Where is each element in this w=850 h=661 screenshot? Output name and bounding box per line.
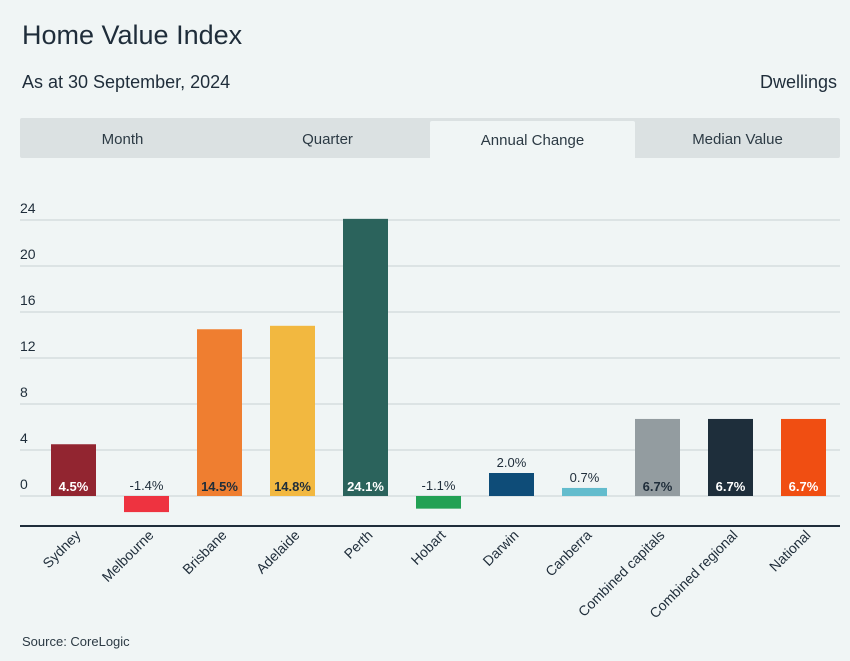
x-tick-label: Perth (341, 527, 376, 562)
y-tick-label: 0 (20, 476, 28, 492)
data-label: 2.0% (497, 455, 527, 470)
data-label: 6.7% (643, 479, 673, 494)
y-tick-label: 24 (20, 200, 36, 216)
as-at-date: As at 30 September, 2024 (22, 72, 231, 92)
x-tick-label: Adelaide (253, 527, 303, 577)
segment-label: Dwellings (759, 72, 837, 92)
data-label: 4.5% (59, 479, 89, 494)
bar (562, 487, 607, 496)
bar (343, 218, 388, 496)
x-tick-label: Canberra (542, 527, 595, 580)
data-label: 0.7% (570, 470, 600, 485)
data-label: 6.7% (716, 479, 746, 494)
page-title: Home Value Index (22, 20, 243, 50)
y-tick-label: 8 (20, 384, 28, 400)
data-label: 24.1% (347, 479, 384, 494)
x-tick-label: Darwin (479, 527, 521, 569)
x-tick-label: Brisbane (179, 527, 230, 578)
data-label: 14.5% (201, 479, 238, 494)
bar (51, 444, 96, 496)
y-tick-label: 12 (20, 338, 36, 354)
data-label: 14.8% (274, 479, 311, 494)
bar (635, 418, 680, 496)
data-label: 6.7% (789, 479, 819, 494)
tab-month[interactable]: Month (101, 130, 144, 148)
bar (781, 418, 826, 496)
bar (489, 473, 534, 496)
data-label: -1.1% (422, 478, 456, 493)
x-tick-label: National (766, 527, 814, 575)
tab-median-value[interactable]: Median Value (692, 130, 783, 148)
data-label: -1.4% (130, 478, 164, 493)
x-tick-label: Sydney (39, 527, 83, 571)
y-tick-label: 4 (20, 430, 28, 446)
bar-chart: 0 4 8 12 16 20 24 4.5% -1.4% 14.5% 14.8% 24.1% -1.1%… (20, 200, 840, 621)
bar (270, 325, 315, 496)
x-tick-label: Hobart (408, 527, 449, 568)
tab-annual-change[interactable]: Annual Change (430, 121, 635, 158)
bar (708, 418, 753, 496)
tab-quarter[interactable]: Quarter (302, 130, 353, 148)
view-tabs: Month Quarter Annual Change Median Value (20, 118, 840, 158)
source-note: Source: CoreLogic (22, 634, 130, 649)
y-tick-label: 20 (20, 246, 36, 262)
bar (197, 329, 242, 496)
bar (416, 496, 461, 509)
bar (124, 496, 169, 513)
y-tick-label: 16 (20, 292, 36, 308)
x-tick-label: Melbourne (99, 527, 157, 585)
